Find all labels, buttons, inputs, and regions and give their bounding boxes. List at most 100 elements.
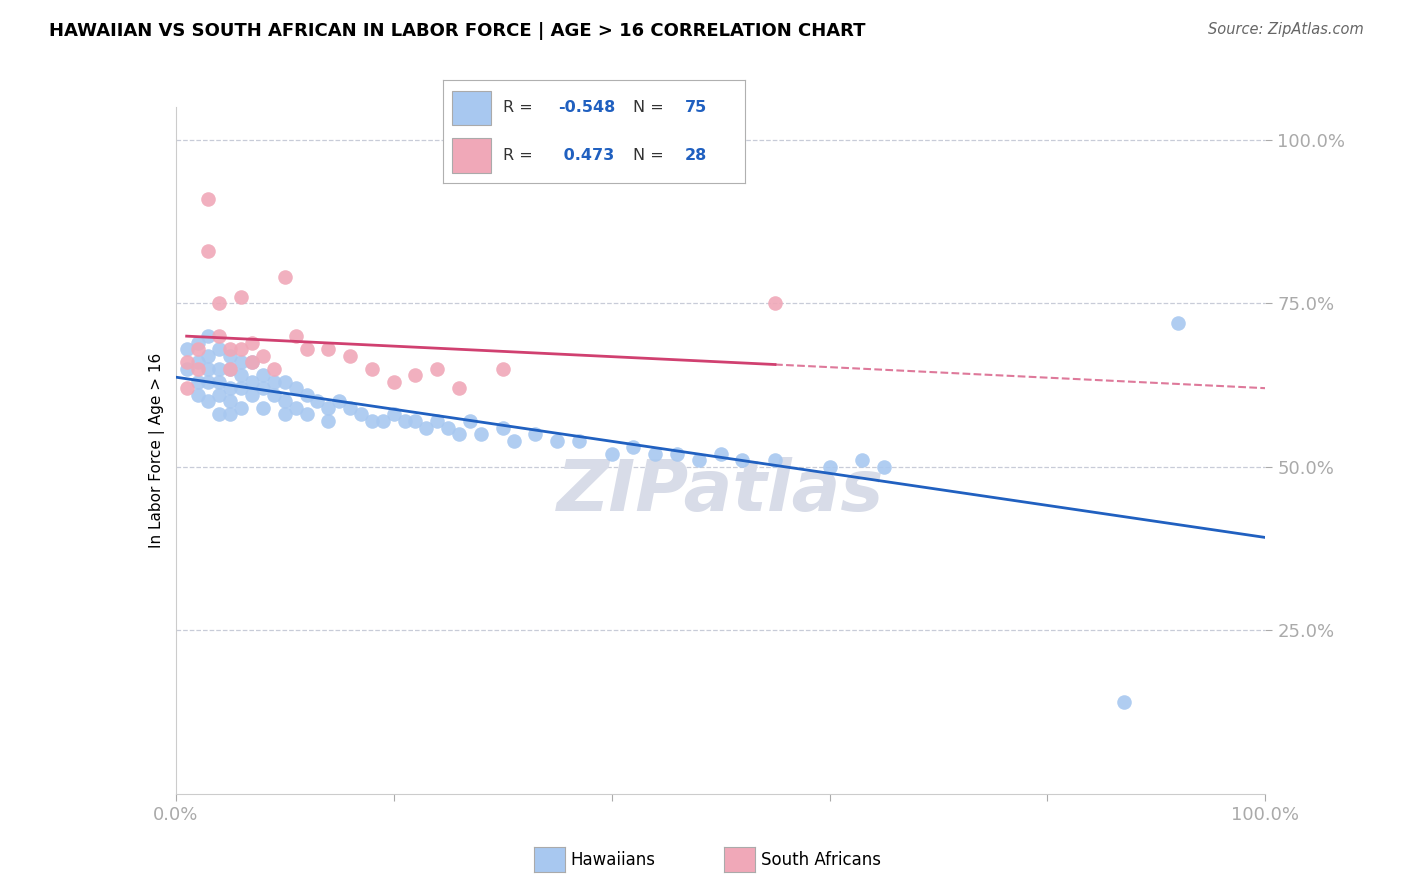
Text: R =: R = <box>503 101 538 115</box>
Point <box>197 244 219 258</box>
Point <box>186 361 209 376</box>
Point <box>568 434 591 448</box>
Text: -0.548: -0.548 <box>558 101 614 115</box>
Point <box>731 453 754 467</box>
Point <box>447 427 470 442</box>
Point <box>186 375 209 389</box>
Point <box>219 408 242 422</box>
Point <box>371 414 394 428</box>
Point <box>1112 695 1135 709</box>
Point <box>231 342 253 356</box>
Text: R =: R = <box>503 148 538 162</box>
Point <box>447 381 470 395</box>
Point <box>318 414 340 428</box>
Point <box>231 381 253 395</box>
Point <box>240 355 263 369</box>
Point <box>186 342 209 356</box>
Text: Hawaiians: Hawaiians <box>571 851 655 869</box>
Point <box>219 342 242 356</box>
Point <box>339 349 361 363</box>
Point <box>274 408 297 422</box>
Point <box>263 361 285 376</box>
Point <box>274 394 297 409</box>
Point <box>208 408 231 422</box>
Point <box>219 349 242 363</box>
Point <box>644 447 666 461</box>
Point <box>219 361 242 376</box>
Point <box>328 394 350 409</box>
Point <box>426 414 449 428</box>
Point <box>240 355 263 369</box>
Point <box>231 355 253 369</box>
Point <box>763 453 786 467</box>
Text: 0.473: 0.473 <box>558 148 614 162</box>
Point <box>360 361 382 376</box>
Point <box>197 361 219 376</box>
Point <box>873 459 896 474</box>
Point <box>763 296 786 310</box>
Text: ZIPatlas: ZIPatlas <box>557 458 884 526</box>
Text: N =: N = <box>633 101 669 115</box>
Point <box>502 434 524 448</box>
Text: Source: ZipAtlas.com: Source: ZipAtlas.com <box>1208 22 1364 37</box>
Point <box>208 329 231 343</box>
Point <box>240 375 263 389</box>
Point <box>208 296 231 310</box>
Point <box>208 361 231 376</box>
Point <box>621 440 644 454</box>
Point <box>263 375 285 389</box>
Point <box>263 388 285 402</box>
Point <box>339 401 361 415</box>
Point <box>219 381 242 395</box>
Point <box>219 394 242 409</box>
Point <box>231 401 253 415</box>
Point <box>318 401 340 415</box>
Point <box>458 414 481 428</box>
Point <box>197 192 219 206</box>
Point <box>394 414 416 428</box>
Point <box>240 388 263 402</box>
Point <box>295 388 318 402</box>
Point <box>405 368 427 383</box>
Point <box>231 368 253 383</box>
Text: 75: 75 <box>685 101 707 115</box>
Point <box>240 335 263 350</box>
Point <box>284 401 307 415</box>
Point <box>295 342 318 356</box>
Point <box>176 361 198 376</box>
Point <box>492 420 515 434</box>
Point <box>437 420 460 434</box>
Point <box>186 335 209 350</box>
Point <box>405 414 427 428</box>
FancyBboxPatch shape <box>451 137 491 173</box>
Point <box>470 427 492 442</box>
Point <box>382 375 405 389</box>
Point <box>274 270 297 285</box>
Point <box>360 414 382 428</box>
Point <box>197 394 219 409</box>
Point <box>1167 316 1189 330</box>
Point <box>186 388 209 402</box>
Point <box>546 434 568 448</box>
Point <box>284 329 307 343</box>
Point <box>208 388 231 402</box>
Point <box>252 381 274 395</box>
Point <box>252 368 274 383</box>
Text: HAWAIIAN VS SOUTH AFRICAN IN LABOR FORCE | AGE > 16 CORRELATION CHART: HAWAIIAN VS SOUTH AFRICAN IN LABOR FORCE… <box>49 22 866 40</box>
Point <box>208 375 231 389</box>
Point <box>176 355 198 369</box>
Point <box>284 381 307 395</box>
Point <box>186 355 209 369</box>
Point <box>710 447 733 461</box>
Text: South Africans: South Africans <box>761 851 880 869</box>
Point <box>851 453 873 467</box>
Point <box>295 408 318 422</box>
Point <box>415 420 437 434</box>
Point <box>219 361 242 376</box>
Point <box>688 453 710 467</box>
Point <box>600 447 623 461</box>
Point <box>426 361 449 376</box>
FancyBboxPatch shape <box>451 91 491 126</box>
Point <box>231 290 253 304</box>
Point <box>524 427 547 442</box>
